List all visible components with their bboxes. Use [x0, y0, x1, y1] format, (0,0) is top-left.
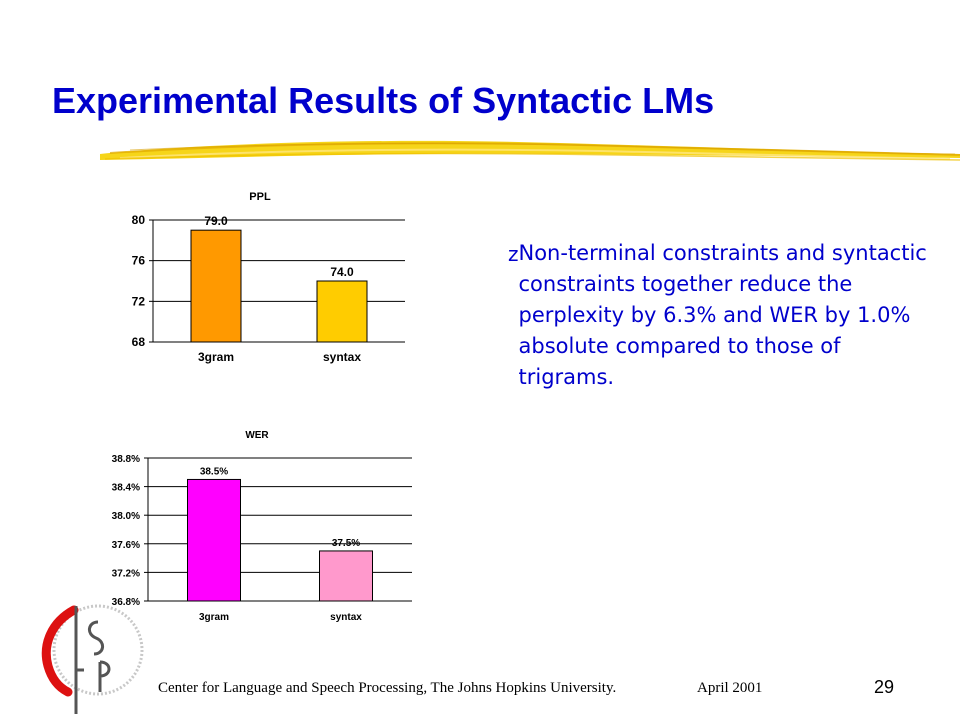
bullet-icon: z — [508, 242, 519, 266]
footer-date: April 2001 — [697, 680, 763, 696]
ppl-chart-svg: 68 72 76 80 79.0 3gram 74.0 syntax PPL — [132, 191, 405, 364]
wer-chart-svg: 36.8% 37.2% 37.6% 38.0% 38.4% 38.8% 38.5% 3gram… — [112, 430, 412, 623]
ppl-category-label: syntax — [323, 350, 361, 364]
ppl-y-tick-label: 68 — [132, 335, 146, 349]
wer-category-label: syntax — [330, 612, 362, 623]
wer-y-tick-label: 38.4% — [112, 483, 140, 494]
ppl-data-label: 74.0 — [330, 265, 354, 279]
wer-y-tick-label: 37.6% — [112, 540, 140, 551]
ppl-data-label: 79.0 — [204, 214, 228, 228]
ppl-y-tick-label: 76 — [132, 254, 146, 268]
bullet-item: z Non-terminal constraints and syntactic… — [508, 238, 928, 393]
clsp-logo-icon — [41, 604, 144, 714]
slide-title: Experimental Results of Syntactic LMs — [52, 80, 715, 121]
wer-bar-syntax — [319, 550, 373, 602]
wer-bar-3gram — [187, 478, 241, 602]
ppl-bar-3gram — [190, 229, 242, 343]
wer-y-tick-label: 38.0% — [112, 511, 140, 522]
wer-data-label: 38.5% — [200, 466, 228, 477]
footer-text: Center for Language and Speech Processin… — [158, 680, 617, 696]
title-underline-brush — [100, 140, 960, 161]
wer-y-tick-label: 37.2% — [112, 568, 140, 579]
wer-data-label: 37.5% — [332, 538, 360, 549]
page-number: 29 — [874, 677, 895, 697]
bullet-text: Non-terminal constraints and syntactic c… — [518, 241, 927, 389]
wer-y-tick-label: 36.8% — [112, 597, 140, 608]
ppl-chart: 68 72 76 80 79.0 3gram 74.0 syntax PPL — [100, 185, 440, 385]
wer-y-tick-label: 38.8% — [112, 454, 140, 465]
wer-chart-title: WER — [245, 430, 269, 441]
ppl-chart-title: PPL — [249, 191, 271, 203]
wer-category-label: 3gram — [199, 612, 229, 623]
ppl-y-tick-label: 80 — [132, 213, 146, 227]
wer-chart: 36.8% 37.2% 37.6% 38.0% 38.4% 38.8% 38.5% 3gram… — [85, 420, 430, 640]
ppl-category-label: 3gram — [198, 350, 234, 364]
ppl-bar-syntax — [316, 280, 368, 343]
ppl-y-tick-label: 72 — [132, 294, 146, 308]
